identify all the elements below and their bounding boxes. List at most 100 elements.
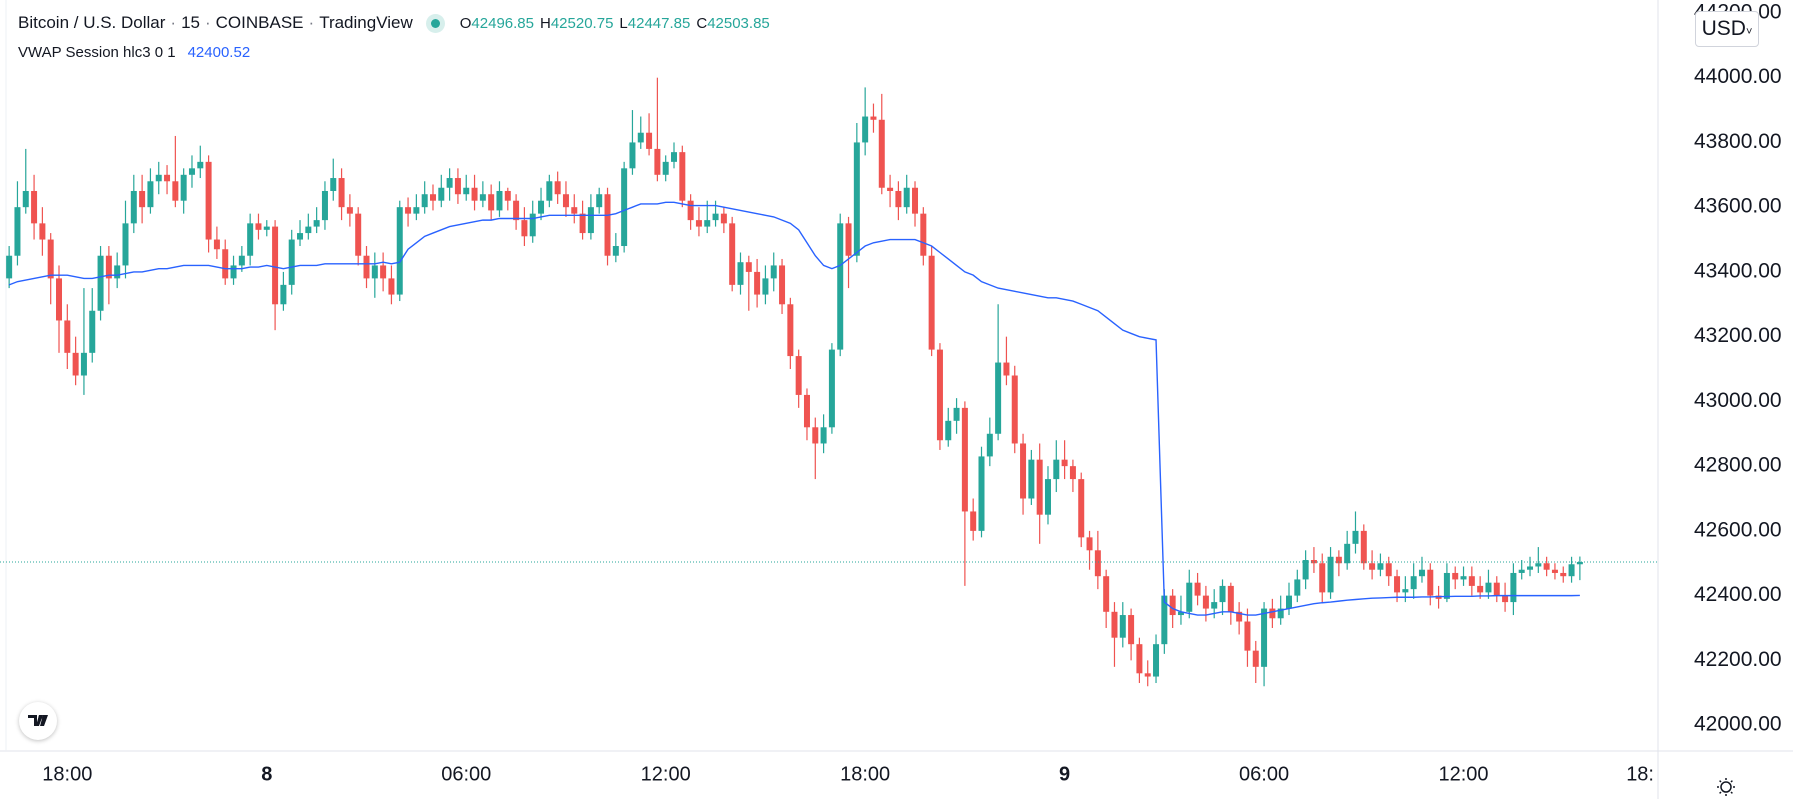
candle-body — [853, 142, 860, 256]
candle-body — [122, 223, 129, 266]
candle-body — [1319, 563, 1326, 593]
candle-body — [1202, 595, 1209, 609]
candle-body — [47, 239, 54, 279]
candle-body — [230, 265, 237, 279]
candle-body — [579, 213, 586, 234]
y-tick-label: 42800.00 — [1694, 454, 1782, 477]
candle-body — [197, 161, 204, 169]
candle-body — [1344, 543, 1351, 564]
candle-body — [554, 181, 561, 195]
candle-body — [1044, 479, 1051, 515]
x-tick-label: 8 — [261, 763, 272, 785]
candle-body — [272, 226, 279, 305]
tradingview-logo[interactable] — [19, 702, 57, 740]
candle-body — [396, 207, 403, 295]
x-tick-label: 18: — [1626, 763, 1654, 785]
y-tick-label: 43000.00 — [1694, 389, 1782, 412]
candle-body — [1510, 572, 1517, 603]
candle-body — [288, 239, 295, 285]
candle-body — [1568, 564, 1575, 577]
candle-body — [164, 174, 171, 182]
candle-body — [1443, 572, 1450, 599]
interval[interactable]: 15 — [181, 13, 200, 32]
candle-body — [1244, 621, 1251, 651]
candle-body — [1518, 569, 1525, 573]
candle-body — [1560, 572, 1567, 577]
candle-body — [14, 207, 21, 256]
candle-body — [803, 394, 810, 428]
candle-body — [820, 427, 827, 444]
candle-body — [679, 152, 686, 201]
candle-body — [421, 194, 428, 208]
candle-body — [454, 178, 461, 195]
candle-body — [139, 190, 146, 208]
candle-body — [1028, 459, 1035, 499]
candle-body — [538, 200, 545, 214]
candle-body — [704, 220, 711, 227]
candle-body — [1061, 459, 1068, 467]
candle-body — [1177, 611, 1184, 616]
candle-body — [72, 352, 79, 376]
candle-body — [1452, 572, 1459, 580]
candle-body — [1269, 608, 1276, 619]
candle-body — [130, 190, 137, 224]
candle-body — [479, 194, 486, 201]
candle-body — [338, 178, 345, 208]
candle-body — [712, 213, 719, 221]
currency-button[interactable]: USD˅ — [1695, 11, 1759, 47]
candle-body — [513, 200, 520, 221]
exchange: COINBASE — [215, 13, 304, 32]
candle-body — [1111, 611, 1118, 638]
candle-body — [56, 278, 63, 321]
candle-body — [1385, 563, 1392, 577]
candle-body — [188, 168, 195, 175]
indicator-value: 42400.52 — [187, 44, 251, 61]
candle-body — [180, 174, 187, 201]
candle-body — [612, 246, 619, 256]
candle-body — [621, 168, 628, 247]
candle-body — [64, 320, 71, 353]
candle-body — [870, 116, 877, 120]
candle-body — [446, 178, 453, 188]
candle-body — [321, 190, 328, 221]
candle-body — [1418, 569, 1425, 577]
candle-body — [1194, 582, 1201, 596]
ohlc-values: O42496.85 H42520.75 L42447.85 C42503.85 — [460, 13, 776, 32]
candle-body — [1020, 443, 1027, 499]
candle-body — [837, 223, 844, 350]
candle-body — [1011, 375, 1018, 444]
candle-body — [1003, 362, 1010, 376]
candle-body — [114, 265, 121, 279]
ohlc-item: C42503.85 — [696, 15, 769, 32]
candle-body — [471, 187, 478, 201]
candle-body — [405, 207, 412, 214]
ohlc-key: L — [619, 15, 628, 32]
candle-body — [1277, 608, 1284, 619]
x-tick-label: 06:00 — [441, 763, 491, 785]
ohlc-key: O — [459, 15, 472, 32]
candle-body — [887, 187, 894, 191]
x-tick-label: 9 — [1059, 763, 1070, 785]
candle-body — [1543, 563, 1550, 570]
candle-body — [380, 265, 387, 279]
candle-body — [1103, 576, 1110, 612]
candle-body — [205, 161, 212, 240]
candle-body — [1094, 550, 1101, 577]
candle-body — [297, 233, 304, 240]
candle-body — [521, 220, 528, 237]
settings-icon[interactable] — [1717, 778, 1735, 796]
candle-body — [105, 255, 112, 279]
candle-body — [305, 226, 312, 234]
candle-body — [330, 178, 337, 191]
candle-body — [1219, 585, 1226, 603]
symbol-title[interactable]: Bitcoin / U.S. Dollar — [18, 13, 166, 32]
candle-body — [812, 427, 819, 444]
candle-body — [147, 181, 154, 208]
candle-body — [945, 420, 952, 441]
candle-body — [978, 456, 985, 531]
candle-body — [1377, 563, 1384, 570]
candle-body — [222, 249, 229, 279]
indicator-name[interactable]: VWAP Session hlc3 0 1 — [18, 44, 176, 61]
candle-body — [995, 362, 1002, 434]
candle-body — [1460, 576, 1467, 580]
